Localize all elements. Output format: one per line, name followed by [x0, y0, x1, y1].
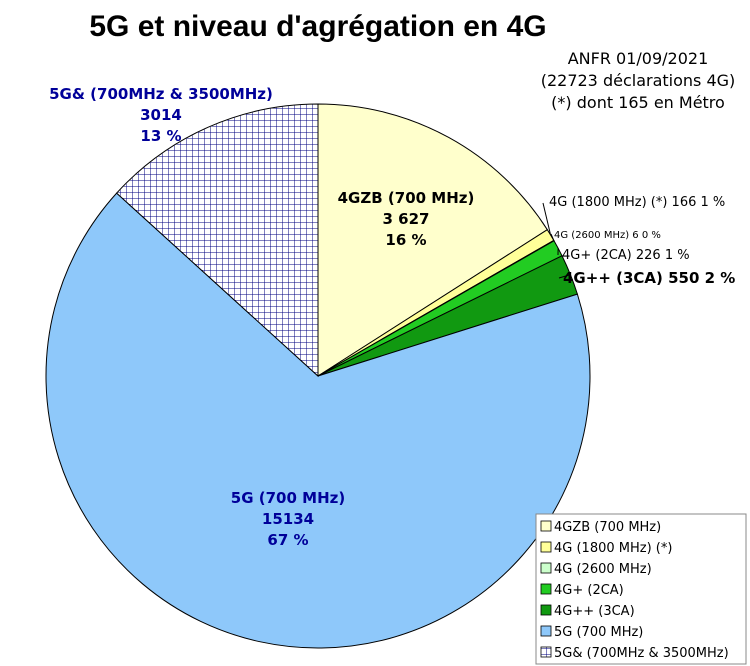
legend-box [535, 513, 747, 665]
pie-slices [45, 103, 591, 649]
legend: 4GZB (700 MHz) 4G (1800 MHz) (*) 4G (2600 … [535, 513, 747, 665]
label-4g-3ca: 4G++ (3CA) 550 2 % [563, 269, 735, 287]
legend-swatch-4g-2ca [540, 583, 552, 595]
subtitle-line-3: (*) dont 165 en Métro [551, 93, 725, 112]
legend-item-4g-2ca: 4G+ (2CA) [554, 583, 624, 598]
label-4gzb-700-mhz-line-0: 4GZB (700 MHz) [338, 189, 475, 207]
leader-line-4g-2600-mhz [550, 233, 555, 241]
slice-5g-700mhz-3500mhz [115, 103, 319, 378]
legend-swatch-4g-3ca [540, 604, 552, 616]
label-5g-700mhz-3500mhz-line-1: 3014 [140, 106, 182, 124]
legend-swatch-4gzb-700-mhz [540, 520, 552, 532]
label-5g-700-mhz-line-2: 67 % [267, 531, 308, 549]
label-4g-2600-mhz: 4G (2600 MHz) 6 0 % [554, 230, 661, 241]
label-4g-1800-mhz: 4G (1800 MHz) (*) 166 1 % [549, 195, 725, 210]
label-5g-700-mhz-line-0: 5G (700 MHz) [231, 489, 345, 507]
legend-item-4gzb-700-mhz: 4GZB (700 MHz) [554, 520, 661, 535]
legend-swatch-4g-1800-mhz [540, 541, 552, 553]
legend-item-4g-3ca: 4G++ (3CA) [554, 604, 635, 619]
legend-item-5g-700-mhz: 5G (700 MHz) [554, 625, 643, 640]
label-5g-700-mhz-line-1: 15134 [262, 510, 314, 528]
slice-5g-700-mhz [45, 192, 591, 649]
label-4gzb-700-mhz-line-1: 3 627 [383, 210, 430, 228]
legend-item-4g-2600-mhz: 4G (2600 MHz) [554, 562, 652, 577]
label-5g-700mhz-3500mhz-line-2: 13 % [140, 127, 181, 145]
legend-item-5g-700mhz-3500mhz: 5G& (700MHz & 3500MHz) [554, 646, 729, 661]
subtitle-line-2: (22723 déclarations 4G) [541, 71, 736, 90]
label-5g-700mhz-3500mhz-line-0: 5G& (700MHz & 3500MHz) [49, 85, 273, 103]
subtitle-line-1: ANFR 01/09/2021 [568, 49, 709, 68]
slice-labels: 4GZB (700 MHz) 3 627 16 % 5G (700 MHz) 15134… [49, 85, 735, 549]
legend-item-4g-1800-mhz: 4G (1800 MHz) (*) [554, 541, 672, 556]
chart-title: 5G et niveau d'agrégation en 4G [89, 10, 546, 43]
label-4gzb-700-mhz-line-2: 16 % [385, 231, 426, 249]
slice-4gzb-700-mhz [317, 103, 548, 377]
legend-swatch-5g-700-mhz [540, 625, 552, 637]
leader-line-4g-1800-mhz [542, 202, 552, 236]
legend-swatch-4g-2600-mhz [540, 562, 552, 574]
leader-line-4g-3ca [558, 274, 571, 279]
label-4g-2ca: 4G+ (2CA) 226 1 % [562, 248, 690, 263]
legend-swatch-5g-700mhz-3500mhz [540, 646, 552, 658]
